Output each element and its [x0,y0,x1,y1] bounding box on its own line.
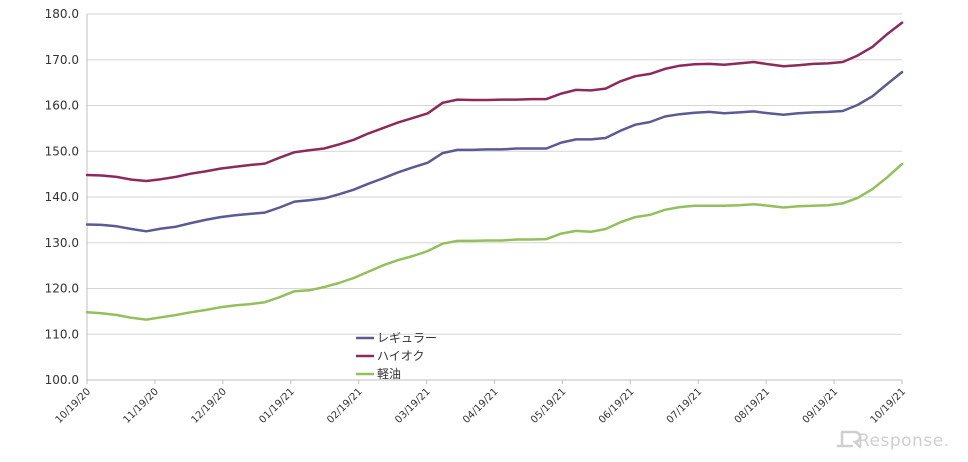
legend-label: レギュラー [377,331,437,345]
legend-item: レギュラー [356,331,437,345]
y-tick-label: 100.0 [45,373,79,387]
y-tick-label: 110.0 [45,327,79,341]
y-tick-labels: 100.0 110.0 120.0 130.0 140.0 150.0 160.0 170.0… [45,7,79,387]
axes [86,14,903,384]
series-line [85,21,904,183]
y-tick-label: 130.0 [45,236,79,250]
series-line [85,70,904,233]
y-tick-label: 140.0 [45,190,79,204]
y-tick-label: 120.0 [45,282,79,296]
legend-label: 軽油 [377,367,401,381]
y-tick-label: 180.0 [45,7,79,21]
watermark-text: Response. [858,431,950,451]
series-lines [85,21,904,321]
y-tick-label: 160.0 [45,99,79,113]
legend-item: ハイオク [356,349,425,363]
logo-r-icon [836,430,862,449]
y-tick-label: 170.0 [45,53,79,67]
legend: レギュラー ハイオク 軽油 [356,331,437,381]
y-tick-label: 150.0 [45,144,79,158]
response-logo: Response. [836,430,950,451]
legend-label: ハイオク [377,349,425,363]
legend-item: 軽油 [356,367,401,381]
series-line [85,162,904,321]
